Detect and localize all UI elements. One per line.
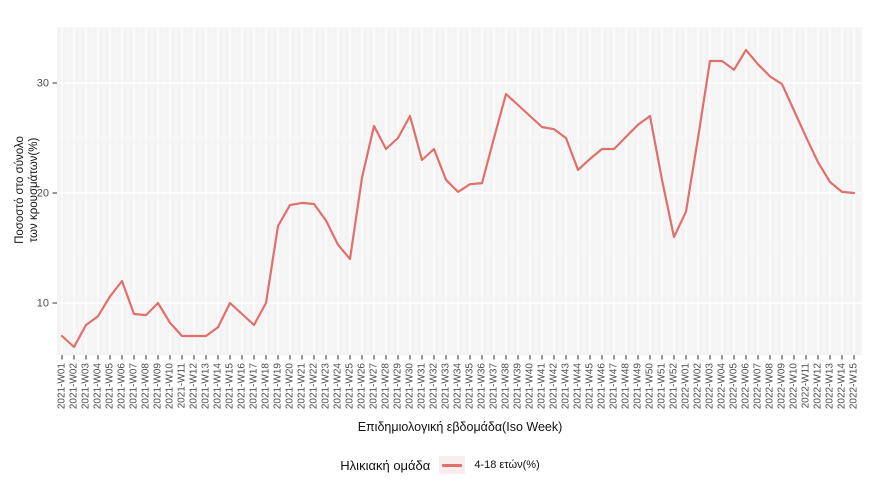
x-tick-label: 2021-W41 [537, 363, 548, 410]
x-axis-title: Επιδημιολογική εβδομάδα(Iso Week) [358, 420, 563, 434]
x-tick-label: 2021-W26 [357, 363, 368, 410]
x-tick-label: 2021-W17 [249, 363, 260, 410]
x-tick-label: 2021-W40 [525, 363, 536, 410]
legend-key-line-icon [442, 463, 463, 467]
x-tick-label: 2022-W07 [753, 363, 764, 410]
x-tick-label: 2021-W44 [573, 363, 584, 410]
x-tick-label: 2021-W22 [309, 363, 320, 410]
x-tick-label: 2021-W47 [609, 363, 620, 410]
x-tick-label: 2022-W02 [693, 363, 704, 410]
y-tick-label: 20 [37, 188, 49, 200]
x-tick-label: 2022-W03 [705, 363, 716, 410]
x-tick-label: 2021-W31 [417, 363, 428, 410]
x-tick-label: 2021-W01 [57, 363, 68, 410]
x-tick-label: 2021-W50 [645, 363, 656, 410]
x-tick-label: 2021-W10 [165, 363, 176, 410]
x-tick-label: 2021-W29 [393, 363, 404, 410]
x-tick-label: 2022-W11 [801, 363, 812, 409]
legend-series-label: 4-18 ετών(%) [474, 459, 540, 471]
legend-key [439, 456, 466, 474]
x-tick-label: 2021-W04 [93, 363, 104, 410]
x-tick-label: 2021-W06 [117, 363, 128, 410]
x-tick-label: 2021-W19 [273, 363, 284, 410]
x-tick-label: 2021-W16 [237, 363, 248, 410]
series-line-4-18 [60, 48, 856, 349]
x-tick-label: 2022-W04 [717, 363, 728, 410]
x-tick-label: 2021-W30 [405, 363, 416, 410]
x-tick-label: 2021-W37 [489, 363, 500, 410]
x-tick-label: 2021-W32 [429, 363, 440, 410]
y-tick-label: 10 [37, 298, 49, 310]
x-tick-label: 2022-W06 [741, 363, 752, 410]
x-tick-label: 2021-W49 [633, 363, 644, 410]
x-tick-label: 2022-W12 [813, 363, 824, 410]
x-tick-label: 2021-W42 [549, 363, 560, 410]
x-tick-label: 2021-W07 [129, 363, 140, 410]
x-tick-label: 2021-W13 [201, 363, 212, 410]
x-tick-label: 2021-W34 [453, 363, 464, 410]
x-tick-label: 2021-W02 [69, 363, 80, 410]
x-tick-label: 2022-W15 [849, 363, 860, 410]
x-tick-label: 2021-W24 [333, 363, 344, 410]
x-tick-label: 2022-W05 [729, 363, 740, 410]
y-axis-title-line1: Ποσοστό στο σύνολο [14, 136, 26, 244]
x-tick-label: 2021-W03 [81, 363, 92, 410]
y-axis-title-line2: των κρουσμάτων(%) [28, 138, 40, 243]
x-tick-label: 2021-W12 [189, 363, 200, 410]
x-tick-label: 2021-W33 [441, 363, 452, 410]
x-tick-label: 2022-W14 [837, 363, 848, 410]
x-tick-label: 2021-W05 [105, 363, 116, 410]
x-tick-label: 2021-W43 [561, 363, 572, 410]
x-tick-label: 2021-W18 [261, 363, 272, 410]
x-tick-label: 2022-W01 [681, 363, 692, 410]
x-tick-label: 2021-W27 [369, 363, 380, 410]
x-tick-label: 2021-W09 [153, 363, 164, 410]
y-tick-label: 30 [37, 78, 49, 90]
x-tick-label: 2021-W20 [285, 363, 296, 410]
x-tick-label: 2022-W09 [777, 363, 788, 410]
x-tick-label: 2021-W23 [321, 363, 332, 410]
x-tick-label: 2021-W35 [465, 363, 476, 410]
x-tick-label: 2021-W28 [381, 363, 392, 410]
x-tick-label: 2022-W08 [765, 363, 776, 410]
x-tick-label: 2021-W48 [621, 363, 632, 410]
x-tick-label: 2021-W14 [213, 363, 224, 410]
x-tick-label: 2021-W36 [477, 363, 488, 410]
x-tick-label: 2021-W08 [141, 363, 152, 410]
x-tick-label: 2021-W25 [345, 363, 356, 410]
x-tick-label: 2021-W38 [501, 363, 512, 410]
x-tick-label: 2021-W51 [657, 363, 668, 410]
legend-title: Ηλικιακή ομάδα [340, 457, 431, 473]
legend: Ηλικιακή ομάδα 4-18 ετών(%) [0, 451, 880, 479]
x-tick-label: 2021-W39 [513, 363, 524, 410]
x-tick-label: 2021-W46 [597, 363, 608, 410]
x-tick-label: 2022-W13 [825, 363, 836, 410]
x-tick-label: 2021-W52 [669, 363, 680, 410]
x-tick-label: 2022-W10 [789, 363, 800, 410]
x-tick-label: 2021-W21 [297, 363, 308, 410]
x-tick-label: 2021-W11 [177, 363, 188, 409]
x-tick-label: 2021-W15 [225, 363, 236, 410]
x-tick-label: 2021-W45 [585, 363, 596, 410]
